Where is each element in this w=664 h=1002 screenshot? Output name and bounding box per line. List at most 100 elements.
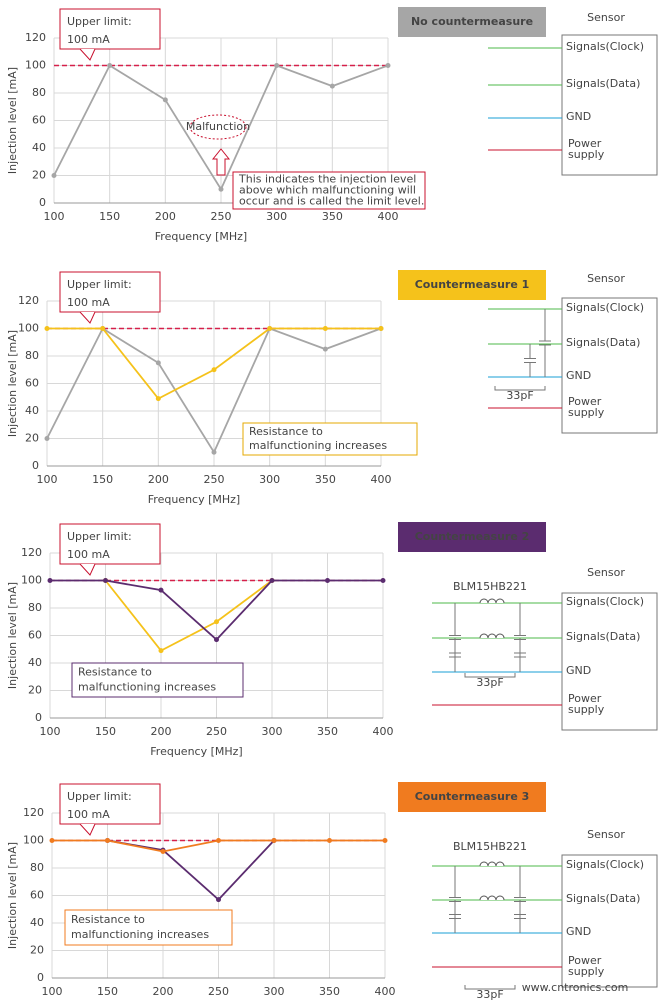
data-point: [216, 897, 221, 903]
note-text: above which malfunctioning will: [239, 184, 416, 197]
y-tick-label: 60: [30, 889, 44, 902]
x-tick-label: 350: [322, 210, 343, 223]
x-tick-label: 300: [262, 725, 283, 738]
y-axis-label: Injection level [mA]: [6, 842, 19, 949]
y-tick-label: 20: [25, 432, 39, 445]
pin-label: supply: [568, 148, 605, 161]
note-text: This indicates the injection level: [238, 173, 416, 186]
data-point: [107, 63, 113, 68]
x-tick-label: 300: [259, 473, 280, 486]
y-tick-label: 120: [23, 806, 44, 819]
x-tick-label: 100: [40, 725, 61, 738]
note-box: [232, 171, 426, 210]
y-tick-label: 0: [39, 196, 46, 209]
capacitor: [449, 638, 461, 672]
x-tick-label: 250: [211, 210, 232, 223]
y-tick-label: 120: [21, 546, 42, 559]
x-tick-label: 250: [208, 985, 229, 998]
data-point: [216, 838, 221, 843]
note-box: [242, 422, 418, 456]
x-tick-label: 150: [97, 985, 118, 998]
limit-label: Upper limit:: [67, 530, 132, 543]
note-box: [64, 909, 233, 946]
watermark: www.cntronics.com: [522, 981, 629, 994]
data-point: [322, 326, 328, 331]
y-tick-label: 80: [25, 349, 39, 362]
pin-label: GND: [566, 110, 591, 123]
note-text: malfunctioning increases: [71, 928, 209, 941]
y-tick-label: 40: [28, 656, 42, 669]
y-tick-label: 0: [32, 459, 39, 472]
pin-label: Power: [568, 692, 602, 705]
x-tick-label: 200: [148, 473, 169, 486]
pin-label: Signals(Clock): [566, 40, 644, 53]
data-point: [44, 326, 50, 331]
x-tick-label: 150: [92, 473, 113, 486]
data-point: [162, 97, 168, 103]
pin-label: GND: [566, 925, 591, 938]
x-tick-label: 250: [204, 473, 225, 486]
data-point: [385, 63, 391, 68]
data-point: [158, 587, 164, 593]
sensor-box: [561, 297, 658, 434]
capacitor: [514, 900, 526, 933]
sensor-title: Sensor: [587, 566, 625, 579]
limit-box: [59, 8, 161, 50]
y-tick-label: 100: [23, 834, 44, 847]
limit-label: 100 mA: [67, 808, 110, 821]
y-tick-label: 120: [25, 31, 46, 44]
limit-label: Upper limit:: [67, 15, 132, 28]
limit-box: [59, 271, 161, 313]
limit-box: [59, 523, 161, 565]
y-tick-label: 60: [25, 377, 39, 390]
capacitor: [514, 638, 526, 672]
data-point: [47, 578, 53, 583]
y-tick-label: 80: [32, 86, 46, 99]
brace: [494, 386, 546, 391]
data-point: [329, 83, 335, 89]
badge-title: Countermeasure 1: [415, 278, 530, 291]
sensor-box: [561, 34, 658, 176]
y-tick-label: 40: [25, 404, 39, 417]
y-tick-label: 60: [28, 629, 42, 642]
x-tick-label: 150: [95, 725, 116, 738]
inductor: [479, 895, 505, 901]
data-point: [214, 619, 219, 625]
limit-label: Upper limit:: [67, 278, 132, 291]
x-tick-label: 400: [371, 473, 392, 486]
badge: [398, 270, 546, 300]
pin-label: supply: [568, 703, 605, 716]
x-tick-label: 200: [153, 985, 174, 998]
capacitor: [449, 900, 461, 933]
sensor-title: Sensor: [587, 828, 625, 841]
x-axis-label: Frequency [MHz]: [155, 230, 247, 243]
capacitor: [449, 603, 461, 672]
data-point: [211, 367, 217, 373]
data-point: [214, 637, 219, 643]
inductor: [479, 633, 505, 639]
y-tick-label: 100: [18, 322, 39, 335]
limit-pointer: [79, 311, 96, 324]
badge: [398, 782, 546, 812]
x-tick-label: 200: [151, 725, 172, 738]
data-point: [44, 436, 50, 441]
note-text: occur and is called the limit level.: [239, 195, 424, 208]
inductor: [479, 598, 505, 604]
y-tick-label: 20: [28, 684, 42, 697]
pin-label: Signals(Clock): [566, 858, 644, 871]
note-text: Resistance to: [71, 913, 145, 926]
pin-label: Signals(Data): [566, 630, 640, 643]
capacitor: [539, 309, 551, 377]
pin-label: Power: [568, 137, 602, 150]
x-tick-label: 350: [317, 725, 338, 738]
pin-label: supply: [568, 406, 605, 419]
badge: [398, 522, 546, 552]
sensor-title: Sensor: [587, 272, 625, 285]
data-point: [211, 449, 217, 455]
data-point: [380, 578, 386, 583]
y-tick-label: 40: [30, 916, 44, 929]
pin-label: Signals(Clock): [566, 301, 644, 314]
data-point: [274, 63, 280, 68]
data-point: [103, 578, 108, 583]
capacitor-label: 33pF: [476, 676, 503, 689]
